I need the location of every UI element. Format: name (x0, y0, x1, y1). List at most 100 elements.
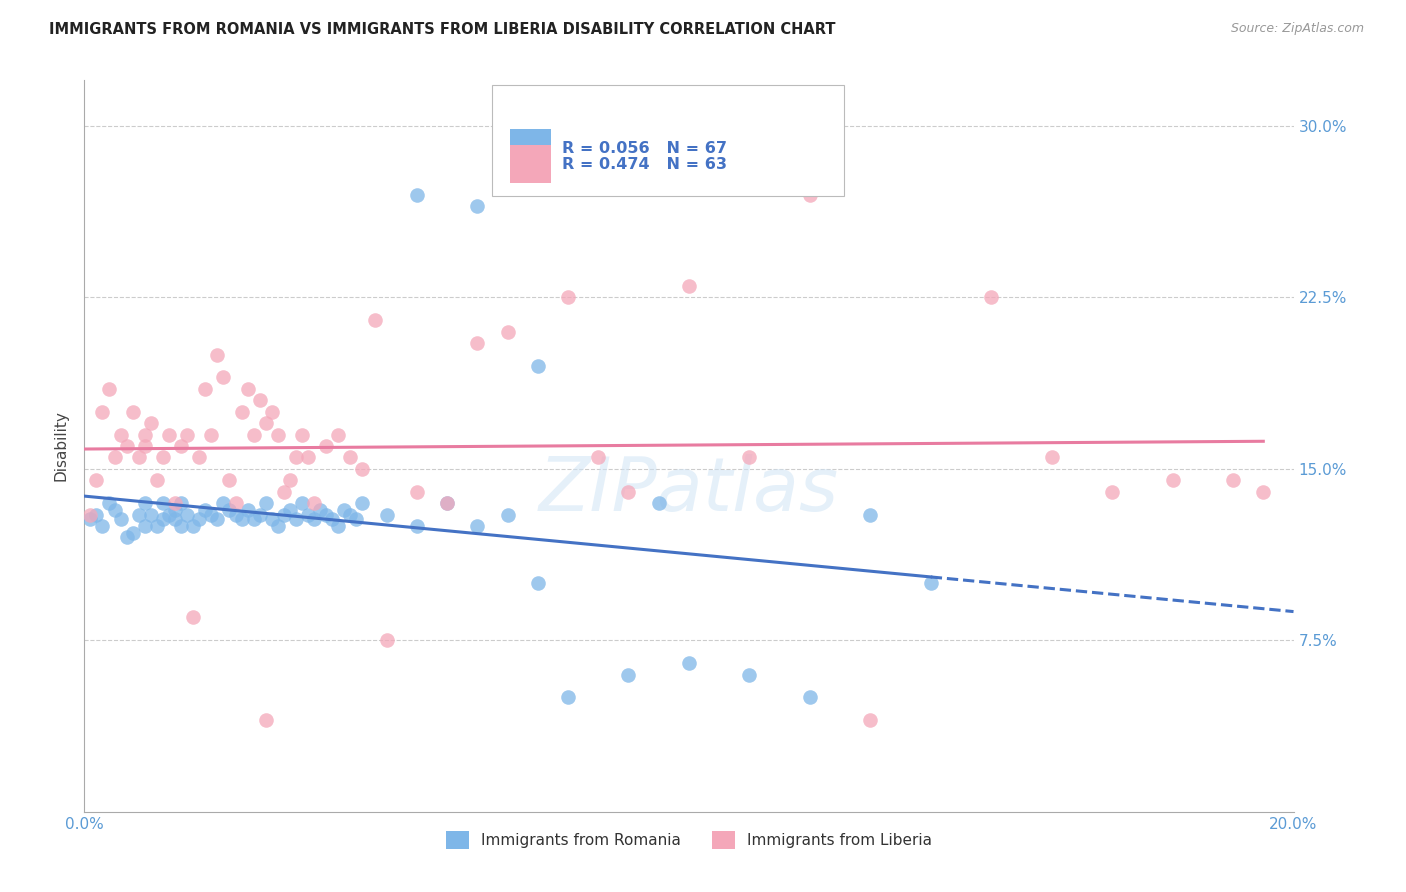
Point (557, 290, 579, 304)
Point (176, 508, 198, 522)
Point (738, 450, 761, 465)
Point (225, 496, 247, 510)
Point (176, 427, 198, 442)
Point (79, 508, 101, 522)
Point (249, 393, 271, 408)
Point (375, 633, 398, 648)
Point (346, 512, 368, 526)
Point (134, 439, 156, 453)
Point (157, 508, 180, 522)
Point (339, 508, 361, 522)
Point (236, 503, 259, 517)
Point (86, 508, 108, 522)
Point (121, 405, 143, 419)
Point (339, 450, 361, 465)
Point (152, 450, 174, 465)
Point (297, 508, 319, 522)
Point (139, 416, 162, 430)
Point (128, 508, 150, 522)
Point (231, 405, 253, 419)
Point (980, 290, 1002, 304)
Point (352, 462, 374, 476)
Point (436, 496, 458, 510)
Point (1222, 473, 1244, 487)
Point (557, 690, 579, 705)
Point (254, 496, 277, 510)
Point (297, 450, 319, 465)
Point (1161, 473, 1184, 487)
Point (267, 427, 290, 442)
Point (678, 656, 700, 670)
Point (267, 519, 290, 533)
Point (231, 512, 253, 526)
Point (97, 496, 120, 510)
Point (194, 382, 217, 396)
Point (315, 508, 337, 522)
Point (436, 496, 458, 510)
Point (496, 508, 519, 522)
Point (207, 512, 229, 526)
Point (859, 714, 882, 728)
Point (139, 508, 162, 522)
Point (467, 199, 489, 213)
Point (157, 427, 180, 442)
Point (207, 347, 229, 362)
Point (254, 714, 277, 728)
Point (799, 187, 821, 202)
Point (170, 519, 193, 533)
Point (648, 496, 671, 510)
Point (278, 473, 301, 487)
Point (225, 508, 247, 522)
Point (363, 313, 385, 327)
Point (278, 503, 301, 517)
Point (128, 450, 150, 465)
Point (181, 610, 204, 624)
Point (285, 512, 308, 526)
Point (79, 512, 101, 526)
Y-axis label: Disability: Disability (53, 410, 69, 482)
Point (194, 503, 217, 517)
Text: R = 0.056   N = 67: R = 0.056 N = 67 (562, 141, 727, 155)
Point (467, 519, 489, 533)
Point (91, 519, 114, 533)
Point (328, 427, 350, 442)
Point (218, 503, 240, 517)
Point (242, 427, 264, 442)
Point (110, 512, 132, 526)
Text: IMMIGRANTS FROM ROMANIA VS IMMIGRANTS FROM LIBERIA DISABILITY CORRELATION CHART: IMMIGRANTS FROM ROMANIA VS IMMIGRANTS FR… (49, 22, 835, 37)
Point (309, 503, 332, 517)
Point (212, 496, 235, 510)
Point (273, 484, 295, 499)
Point (302, 512, 325, 526)
Point (181, 519, 204, 533)
Point (218, 473, 240, 487)
Point (121, 525, 143, 540)
Point (1253, 484, 1275, 499)
Point (152, 496, 174, 510)
Point (110, 427, 132, 442)
Point (115, 439, 138, 453)
Point (165, 512, 187, 526)
Point (200, 508, 222, 522)
Point (1040, 450, 1063, 465)
Point (406, 187, 429, 202)
Text: R = 0.474   N = 63: R = 0.474 N = 63 (562, 157, 727, 171)
Point (273, 508, 295, 522)
Point (146, 473, 169, 487)
Point (1101, 484, 1123, 499)
Point (165, 496, 187, 510)
Point (799, 690, 821, 705)
Point (188, 450, 211, 465)
Legend: Immigrants from Romania, Immigrants from Liberia: Immigrants from Romania, Immigrants from… (440, 824, 938, 855)
Point (291, 496, 314, 510)
Point (170, 496, 193, 510)
Point (260, 512, 283, 526)
Point (375, 508, 398, 522)
Point (527, 576, 550, 591)
Point (188, 512, 211, 526)
Point (170, 439, 193, 453)
Point (406, 519, 429, 533)
Point (104, 503, 127, 517)
Point (249, 508, 271, 522)
Point (738, 667, 761, 681)
